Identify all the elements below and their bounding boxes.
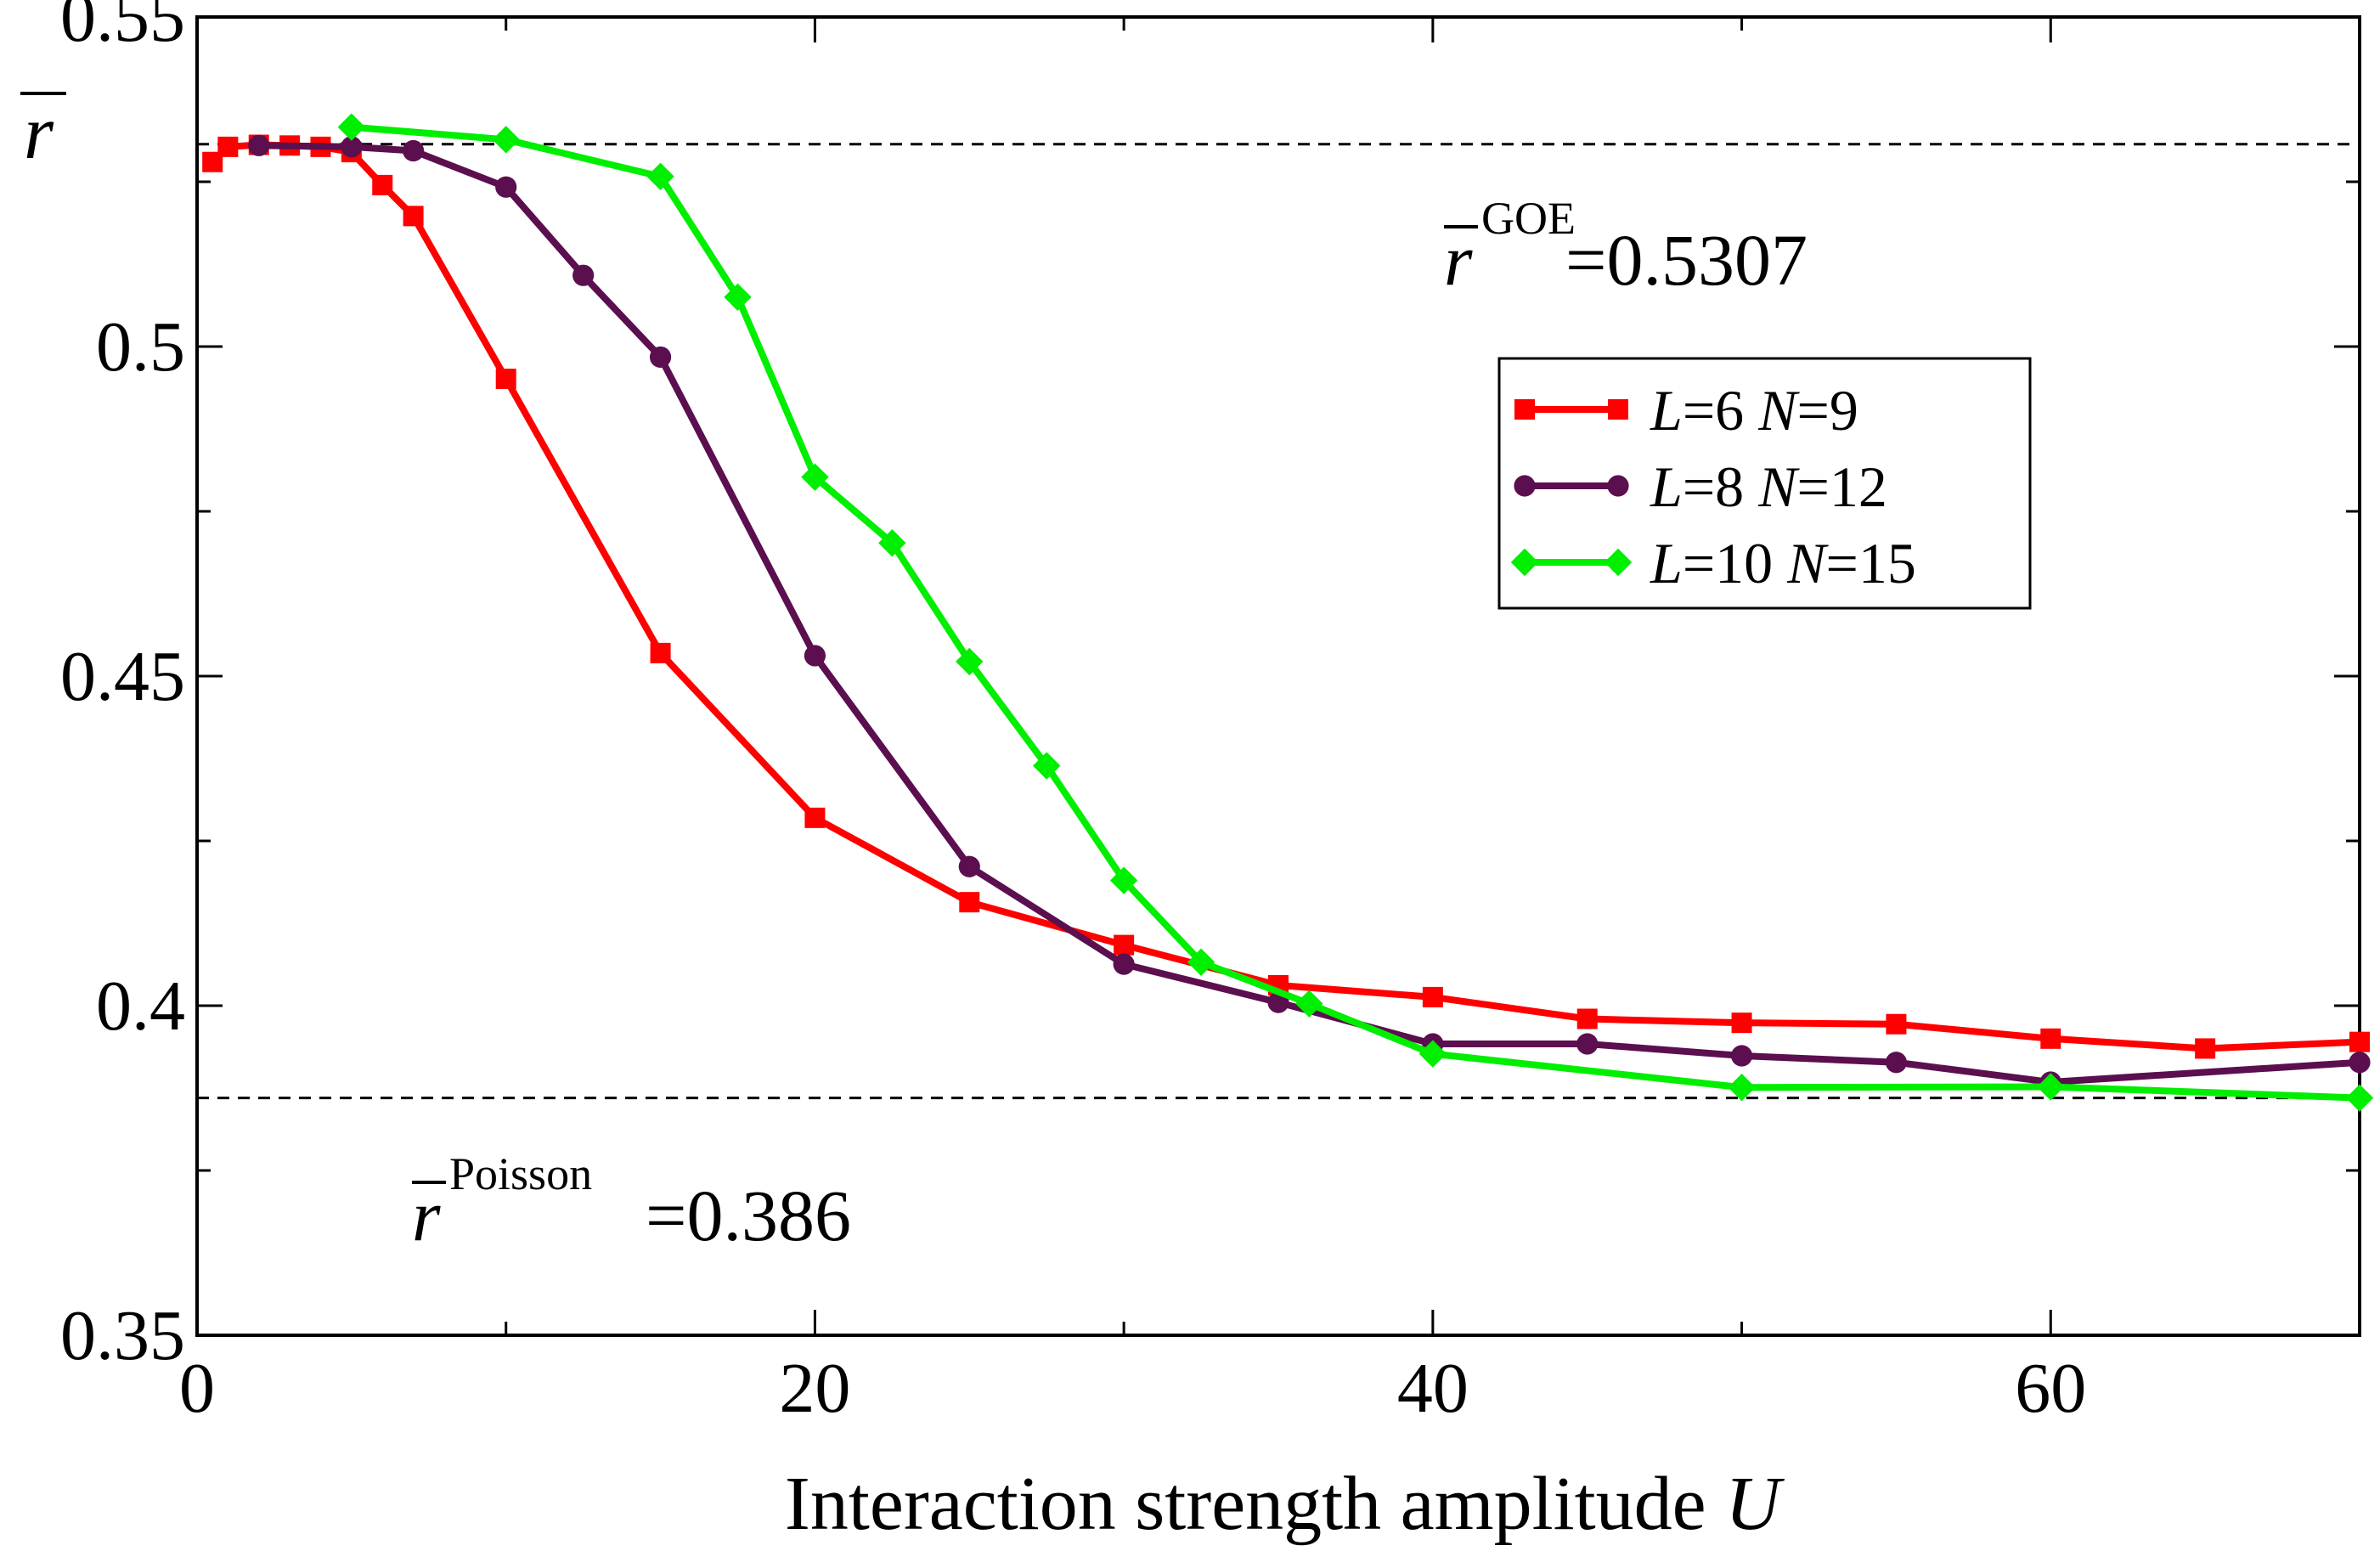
annotation-superscript: GOE [1481,193,1576,244]
legend-entry-L6N9: L=6 N=9 [1514,378,1858,443]
data-point [878,529,906,557]
plot-area [195,15,2361,1337]
legend-label: L=10 N=15 [1650,531,1916,595]
series-L6N9 [202,134,2370,1059]
legend-label: L=6 N=9 [1650,378,1858,443]
y-tick-label: 0.45 [60,637,185,716]
annotation-value: =0.5307 [1565,219,1808,301]
data-point [1604,548,1633,577]
annotation-value: =0.386 [646,1175,851,1256]
data-point [2195,1038,2216,1059]
y-axis-title: r [20,91,66,175]
data-point [1422,986,1443,1007]
data-point [2349,1031,2370,1052]
data-point [403,206,424,227]
data-point [1608,399,1628,420]
annotation-superscript: Poisson [449,1148,592,1199]
data-point [804,645,826,667]
data-point [1418,1040,1447,1068]
x-tick-label: 60 [2015,1349,2086,1428]
data-point [1033,752,1061,780]
data-point [2349,1052,2371,1074]
data-point [1576,1033,1599,1055]
data-point [495,369,516,390]
data-point [1109,866,1138,894]
data-point [1114,934,1135,956]
data-point [1886,1013,1907,1035]
data-point [572,264,595,286]
data-point [1730,1045,1753,1067]
data-point [724,283,752,311]
series-L8N12 [248,134,2371,1093]
data-point [959,892,980,913]
series-line [210,141,2360,1052]
series-L10N15 [337,113,2374,1112]
series-line [258,142,2360,1086]
annotation-base: r [1444,219,1473,301]
data-point [1510,548,1539,577]
y-tick-label: 0.55 [60,0,185,57]
data-point [1514,475,1536,497]
x-tick-label: 0 [179,1349,215,1428]
data-point [646,162,674,190]
data-point [1514,399,1535,420]
data-point [650,642,671,663]
data-point [492,126,520,154]
x-axis-title: Interaction strength amplitude U [785,1462,1785,1546]
legend-entry-L10N15: L=10 N=15 [1510,531,1916,595]
data-point [403,139,425,162]
plot-frame [195,15,2361,1337]
y-axis-title-text: r [24,91,54,175]
data-point [495,176,517,198]
legend-label: L=8 N=12 [1650,454,1887,519]
data-point [1728,1074,1756,1102]
data-point [804,807,826,828]
data-point [649,346,672,369]
reference-lines [197,143,2360,1100]
data-point [956,647,984,676]
data-point [1607,475,1629,497]
data-point [1295,990,1323,1018]
data-point [337,113,366,141]
annotation-base: r [412,1175,441,1256]
data-point [248,134,270,156]
data-point [372,174,393,195]
axis-ticks: 0 20 40 600.350.40.450.50.55r [20,0,2361,1428]
data-point [2037,1073,2065,1101]
data-point [801,463,829,491]
x-tick-label: 40 [1397,1349,1469,1428]
data-point [2345,1084,2374,1112]
y-tick-label: 0.4 [96,967,185,1046]
data-point [217,136,239,157]
y-tick-label: 0.35 [60,1296,185,1375]
data-point [341,136,363,158]
series-line [351,123,2360,1102]
data-point [958,855,980,877]
legend-entry-L8N12: L=8 N=12 [1514,454,1887,519]
data-point [2040,1028,2061,1049]
series-layer [202,113,2374,1112]
data-point [1187,948,1215,976]
legend: L=6 N=9 L=8 N=12 L=10 N=15 [1497,357,2032,610]
data-point [1731,1012,1752,1034]
x-tick-label: 20 [779,1349,850,1428]
data-point [1113,953,1135,975]
data-point [1576,1008,1598,1029]
y-tick-label: 0.5 [96,307,185,386]
data-point [1885,1052,1908,1074]
